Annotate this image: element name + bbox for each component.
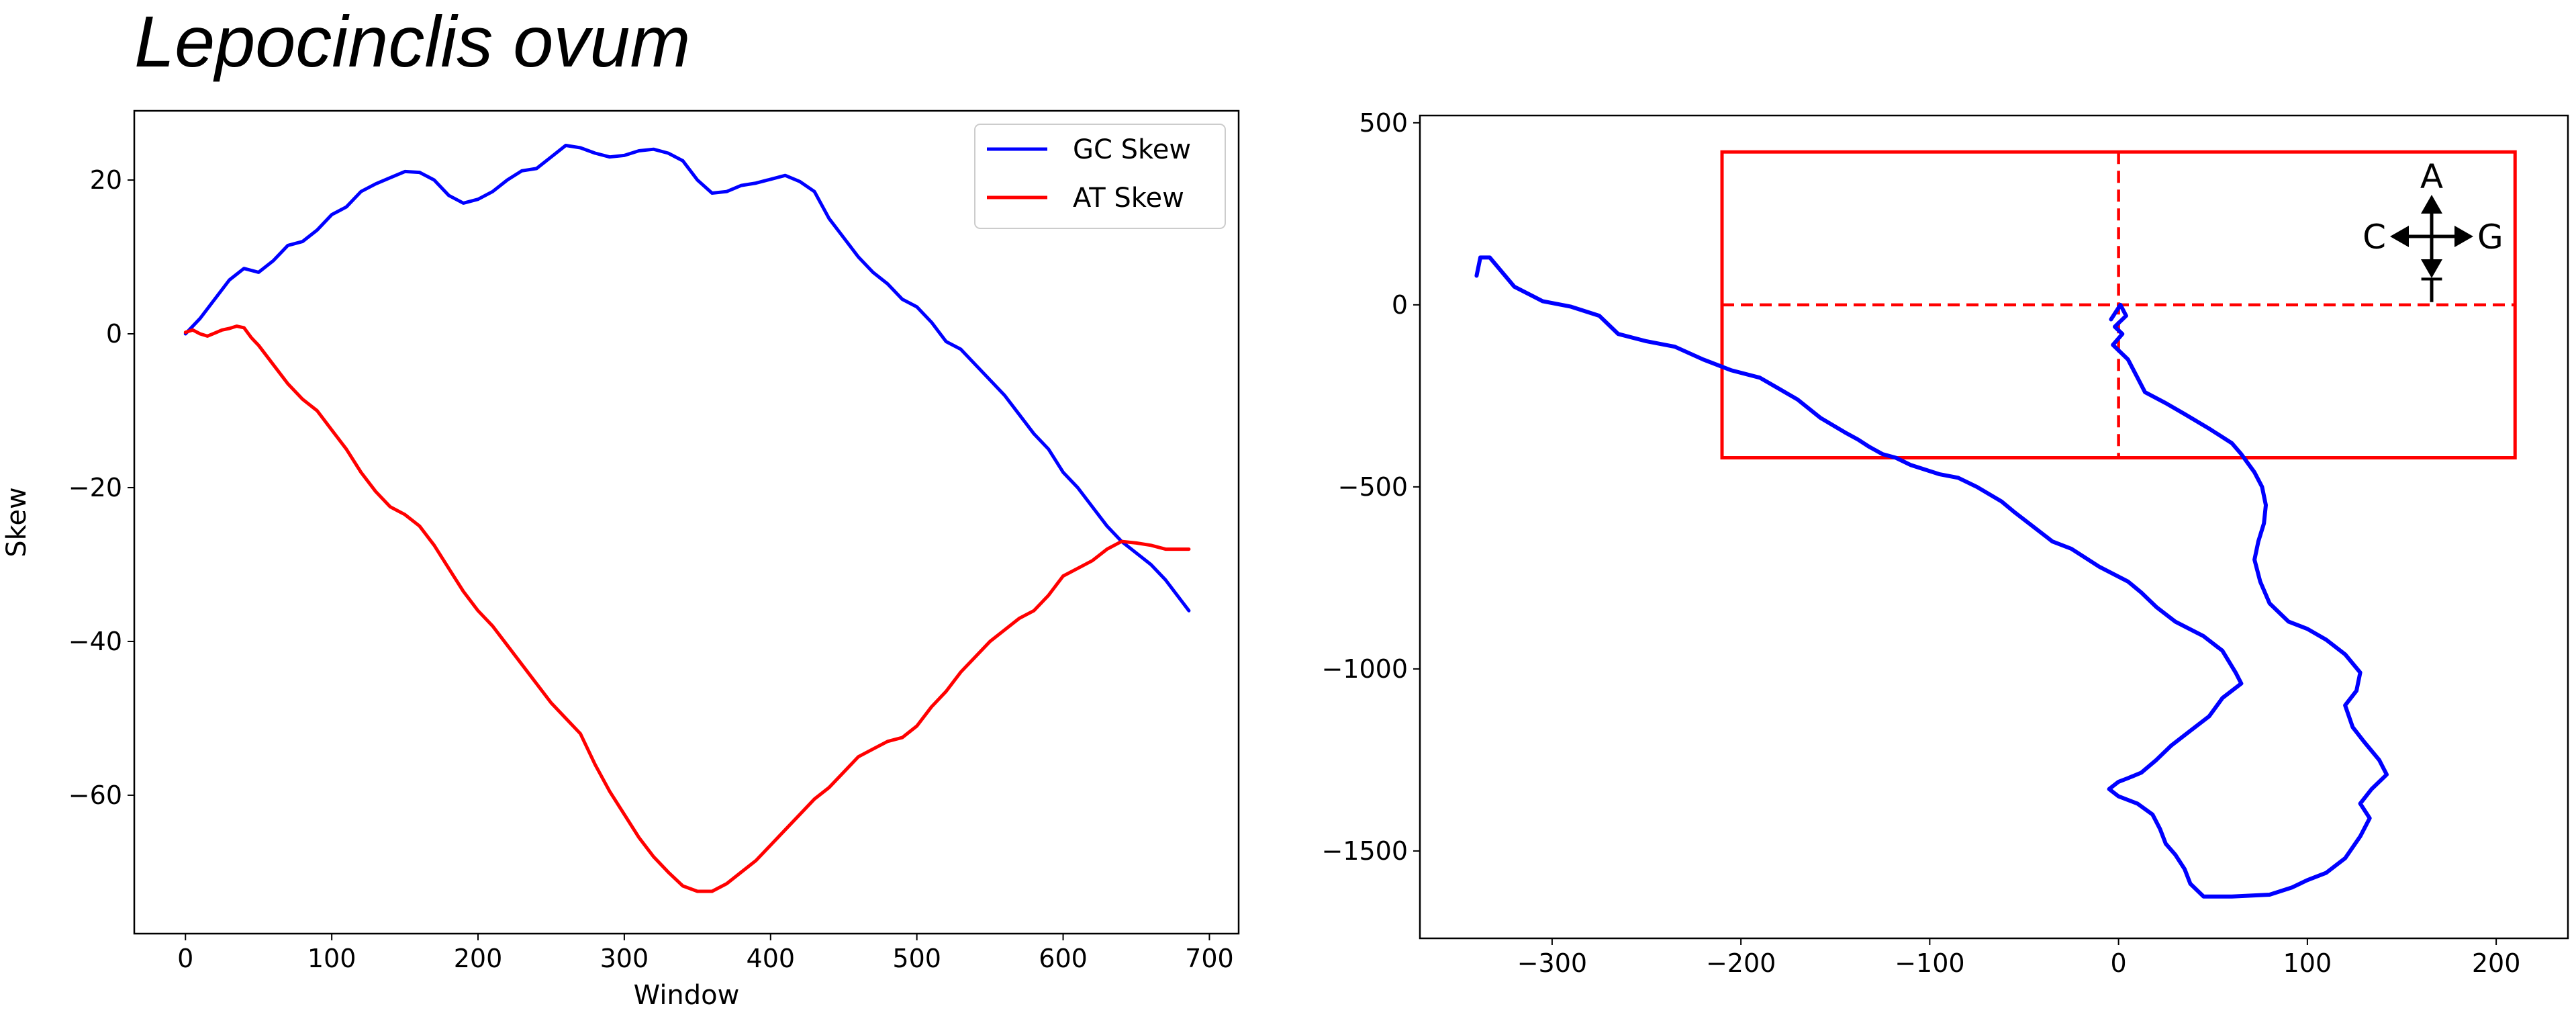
y-tick-label: 500: [1359, 108, 1408, 138]
plot-frame: [133, 109, 1240, 935]
x-tick-label: 700: [1185, 944, 1234, 973]
y-tick-label: −1000: [1321, 654, 1408, 684]
x-tick-label: 0: [2111, 948, 2127, 978]
arrow-right-icon: [2454, 226, 2473, 247]
x-axis-title: Window: [634, 980, 740, 1011]
x-tick-label: 100: [2283, 948, 2332, 978]
skew-line-chart: 0 100 200 300 400 500 600 700200−20−40−60Window…: [1, 109, 1240, 1011]
y-tick-label: −500: [1338, 472, 1408, 502]
legend-label-1: AT Skew: [1073, 183, 1184, 214]
x-tick-label: 300: [600, 944, 649, 973]
skew-line-1: [183, 324, 1191, 893]
skew-line-0: [183, 144, 1191, 613]
legend-label-0: GC Skew: [1073, 134, 1191, 165]
arrow-left-icon: [2390, 226, 2409, 247]
x-tick-label: 200: [2472, 948, 2521, 978]
walk-line-0: [1474, 255, 2389, 899]
x-tick-label: −200: [1706, 948, 1776, 978]
y-tick-label: −60: [68, 780, 122, 810]
compass-label-a: A: [2420, 157, 2443, 196]
x-tick-label: −100: [1895, 948, 1964, 978]
plot-frame: [1419, 114, 2569, 940]
x-tick-label: 600: [1039, 944, 1088, 973]
compass-icon: AC GT: [2363, 157, 2503, 310]
arrow-down-icon: [2421, 259, 2442, 278]
x-tick-label: 200: [454, 944, 503, 973]
y-tick-label: −1500: [1321, 836, 1408, 866]
compass-label-g: G: [2477, 218, 2503, 257]
y-axis-title: Skew: [1, 487, 32, 557]
x-tick-label: 100: [307, 944, 356, 973]
compass-label-t: T: [2421, 271, 2442, 310]
x-tick-label: 400: [747, 944, 796, 973]
figure-title: Lepocinclis ovum: [134, 1, 690, 82]
legend: GC Skew AT Skew: [974, 124, 1226, 229]
x-tick-label: −300: [1517, 948, 1587, 978]
arrow-up-icon: [2421, 195, 2442, 214]
x-tick-label: 0: [177, 944, 193, 973]
compass-label-c: C: [2363, 218, 2386, 257]
y-tick-label: −20: [68, 473, 122, 502]
x-tick-label: 500: [892, 944, 941, 973]
y-tick-label: −40: [68, 627, 122, 656]
y-tick-label: 0: [1392, 290, 1408, 320]
y-tick-label: 0: [106, 319, 122, 349]
y-tick-label: 20: [90, 165, 122, 195]
